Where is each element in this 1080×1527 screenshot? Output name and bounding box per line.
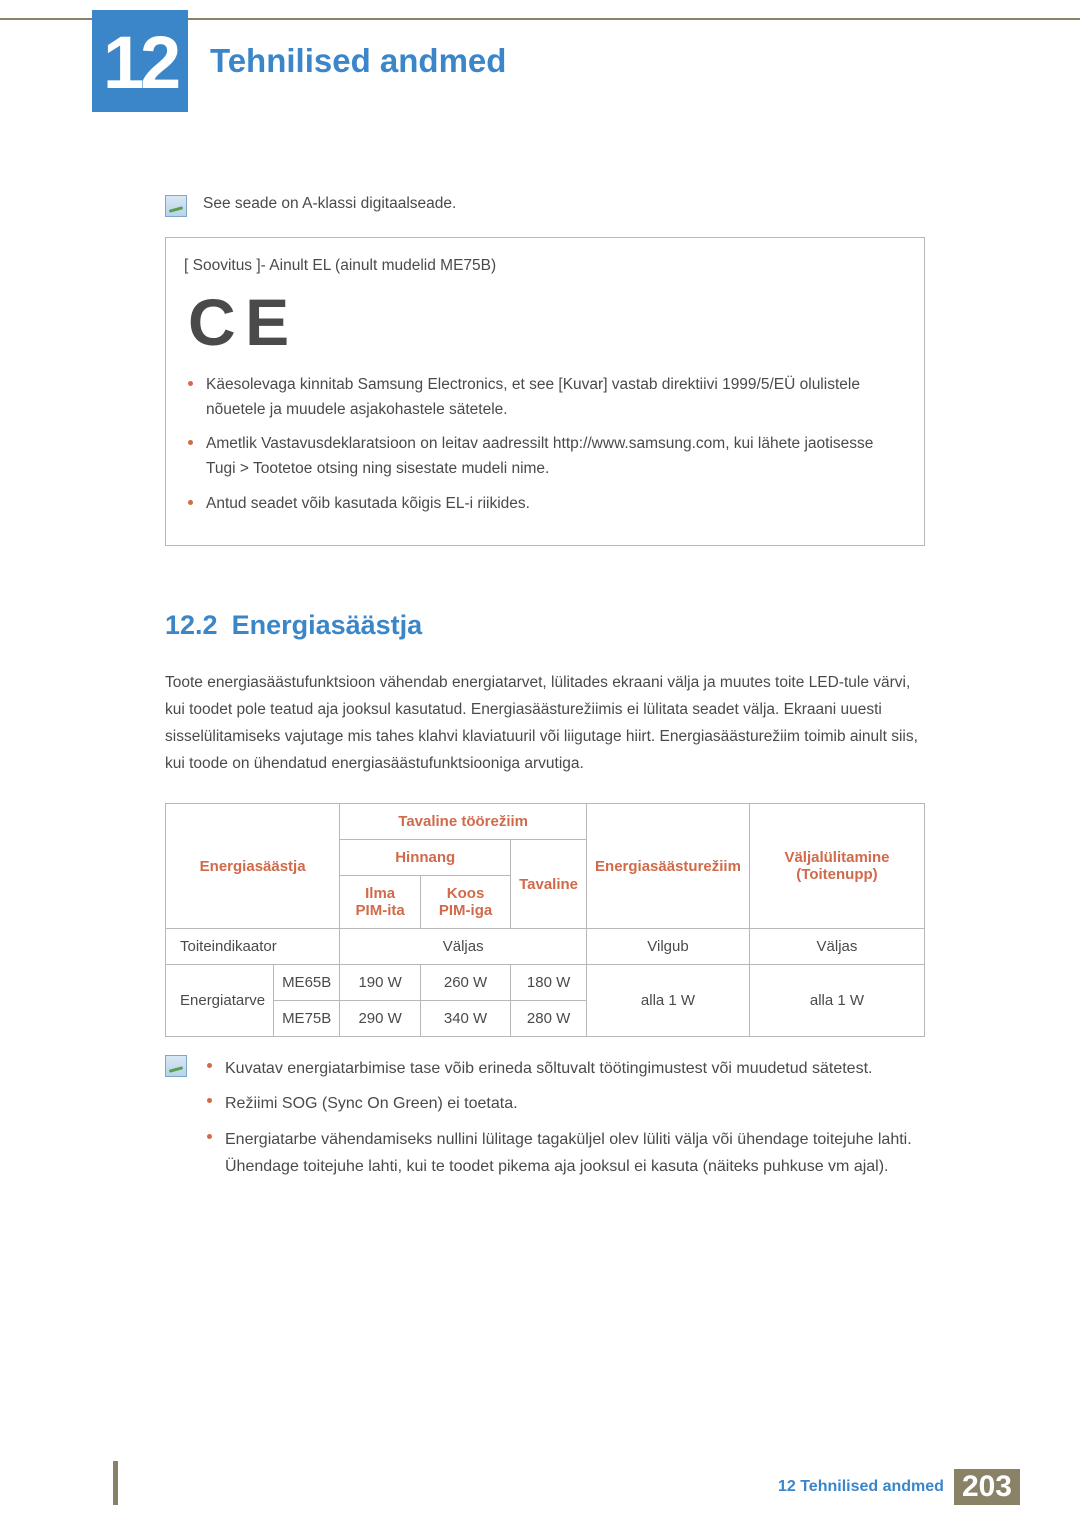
th-with-pim: Koos PIM-iga bbox=[420, 876, 510, 929]
footer-page-number: 203 bbox=[954, 1469, 1020, 1505]
cell: 180 W bbox=[511, 965, 587, 1001]
chapter-number-badge: 12 bbox=[92, 10, 188, 112]
footer: 12 Tehnilised andmed 203 bbox=[778, 1469, 1020, 1505]
cell: alla 1 W bbox=[587, 965, 750, 1037]
advice-title: [ Soovitus ]- Ainult EL (ainult mudelid … bbox=[184, 254, 906, 279]
section-title: Energiasäästja bbox=[232, 610, 423, 640]
cell-model: ME75B bbox=[274, 1001, 340, 1037]
section-heading: 12.2 Energiasäästja bbox=[165, 610, 925, 641]
footnote: Energiatarbe vähendamiseks nullini lülit… bbox=[225, 1126, 925, 1180]
side-strip bbox=[113, 1461, 118, 1505]
advice-bullets: Käesolevaga kinnitab Samsung Electronics… bbox=[184, 373, 906, 517]
footnotes-block: Kuvatav energiatarbimise tase võib erine… bbox=[165, 1055, 925, 1188]
chapter-number: 12 bbox=[103, 26, 177, 100]
cell-model: ME65B bbox=[274, 965, 340, 1001]
row-indicator-label: Toiteindikaator bbox=[166, 929, 340, 965]
th-normal: Tavaline bbox=[511, 840, 587, 929]
cell: 260 W bbox=[420, 965, 510, 1001]
cell: 280 W bbox=[511, 1001, 587, 1037]
note-icon bbox=[165, 195, 187, 217]
th-energysave: Energiasäästja bbox=[166, 804, 340, 929]
th-save-mode: Energiasäästurežiim bbox=[587, 804, 750, 929]
th-no-pim: Ilma PIM-ita bbox=[340, 876, 421, 929]
info-note: See seade on A-klassi digitaalseade. bbox=[165, 195, 925, 217]
cell: 290 W bbox=[340, 1001, 421, 1037]
cell: 190 W bbox=[340, 965, 421, 1001]
energy-table: Energiasäästja Tavaline töörežiim Energi… bbox=[165, 803, 925, 1037]
footnote-list: Kuvatav energiatarbimise tase võib erine… bbox=[203, 1055, 925, 1188]
cell: Väljas bbox=[340, 929, 587, 965]
ce-mark: C E bbox=[188, 289, 906, 355]
row-power-label: Energiatarve bbox=[166, 965, 274, 1037]
cell: Vilgub bbox=[587, 929, 750, 965]
page-content: See seade on A-klassi digitaalseade. [ S… bbox=[165, 195, 925, 1208]
th-rating: Hinnang bbox=[340, 840, 511, 876]
note-text: See seade on A-klassi digitaalseade. bbox=[203, 195, 456, 213]
footnote: Režiimi SOG (Sync On Green) ei toetata. bbox=[225, 1090, 925, 1117]
cell: 340 W bbox=[420, 1001, 510, 1037]
advice-bullet: Antud seadet võib kasutada kõigis EL-i r… bbox=[206, 492, 906, 517]
advice-box: [ Soovitus ]- Ainult EL (ainult mudelid … bbox=[165, 237, 925, 546]
advice-bullet: Käesolevaga kinnitab Samsung Electronics… bbox=[206, 373, 906, 423]
th-normal-mode: Tavaline töörežiim bbox=[340, 804, 587, 840]
note-icon bbox=[165, 1055, 187, 1077]
footnote: Kuvatav energiatarbimise tase võib erine… bbox=[225, 1055, 925, 1082]
cell: Väljas bbox=[749, 929, 924, 965]
chapter-title: Tehnilised andmed bbox=[210, 42, 506, 80]
footer-label: 12 Tehnilised andmed bbox=[778, 1478, 944, 1496]
section-paragraph: Toote energiasäästufunktsioon vähendab e… bbox=[165, 669, 925, 778]
advice-bullet: Ametlik Vastavusdeklaratsioon on leitav … bbox=[206, 432, 906, 482]
th-off: Väljalülitamine (Toitenupp) bbox=[749, 804, 924, 929]
cell: alla 1 W bbox=[749, 965, 924, 1037]
section-number: 12.2 bbox=[165, 610, 218, 640]
